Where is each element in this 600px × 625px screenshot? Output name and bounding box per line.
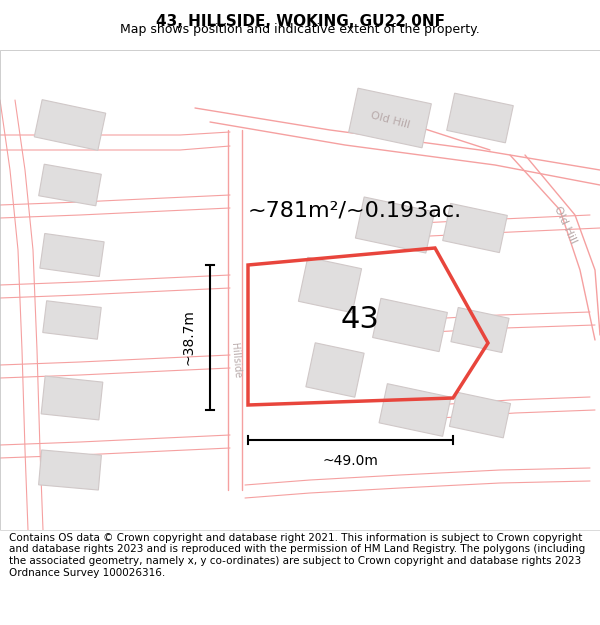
Bar <box>449 392 511 438</box>
Bar <box>306 342 364 398</box>
Bar <box>34 99 106 151</box>
Text: Hillside: Hillside <box>229 342 242 378</box>
Bar <box>379 384 451 436</box>
Bar <box>40 234 104 276</box>
Text: 43: 43 <box>341 306 379 334</box>
Bar <box>373 298 448 352</box>
Bar <box>443 203 508 252</box>
Bar <box>298 258 362 312</box>
Bar <box>43 301 101 339</box>
Text: 43, HILLSIDE, WOKING, GU22 0NF: 43, HILLSIDE, WOKING, GU22 0NF <box>155 14 445 29</box>
Text: ~38.7m: ~38.7m <box>181 309 195 366</box>
Bar <box>38 450 101 490</box>
Text: Map shows position and indicative extent of the property.: Map shows position and indicative extent… <box>120 23 480 36</box>
Text: Contains OS data © Crown copyright and database right 2021. This information is : Contains OS data © Crown copyright and d… <box>9 533 585 578</box>
Text: Old Hill: Old Hill <box>552 204 578 246</box>
Bar <box>451 308 509 352</box>
Bar <box>355 197 434 253</box>
Bar <box>41 376 103 420</box>
Text: Old Hill: Old Hill <box>369 110 411 130</box>
Bar <box>447 93 513 143</box>
Bar <box>349 88 431 148</box>
Text: ~49.0m: ~49.0m <box>323 454 379 468</box>
Text: ~781m²/~0.193ac.: ~781m²/~0.193ac. <box>248 200 462 220</box>
Bar <box>38 164 101 206</box>
